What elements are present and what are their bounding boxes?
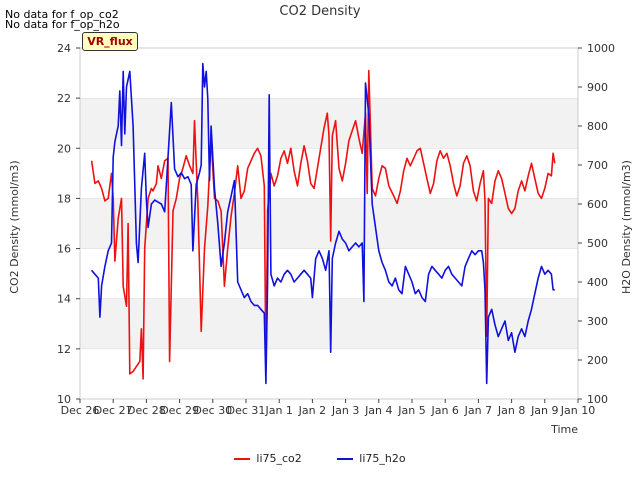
x-tick-label: Dec 31 (227, 404, 266, 417)
x-tick-label: Jan 8 (497, 404, 525, 417)
legend-item-co2: li75_co2 (234, 452, 302, 465)
y-right-tick-label: 900 (587, 81, 608, 94)
y-left-tick-label: 14 (57, 293, 71, 306)
x-tick-label: Dec 30 (193, 404, 232, 417)
y-right-tick-label: 800 (587, 120, 608, 133)
x-tick-label: Dec 27 (94, 404, 133, 417)
y-left-tick-label: 12 (57, 343, 71, 356)
no-data-message-h2o: No data for f_op_h2o (5, 18, 120, 31)
chart-title: CO2 Density (279, 4, 360, 19)
chart-legend: li75_co2 li75_h2o (0, 452, 640, 465)
x-tick-label: Dec 26 (61, 404, 100, 417)
y-right-tick-label: 500 (587, 237, 608, 250)
legend-swatch-h2o (337, 458, 354, 460)
y-right-axis-label: H2O Density (mmol/m3) (620, 160, 633, 294)
no-data-message-co2: No data for f_op_co2 (5, 8, 119, 21)
legend-item-h2o: li75_h2o (337, 452, 406, 465)
vr-flux-annotation: VR_flux (82, 32, 138, 51)
x-tick-label: Jan 3 (331, 404, 359, 417)
x-tick-label: Jan 10 (560, 404, 595, 417)
y-right-axis-ticks: 100 200 300 400 500 600 700 800 900 1000 (578, 42, 615, 406)
y-right-tick-label: 200 (587, 354, 608, 367)
y-left-tick-label: 10 (57, 393, 71, 406)
x-axis-label: Time (550, 423, 578, 436)
series-lines (90, 62, 556, 385)
x-tick-label: Jan 4 (364, 404, 392, 417)
y-left-axis-ticks: 10 12 14 16 18 20 22 24 (57, 42, 80, 406)
y-right-tick-label: 1000 (587, 42, 615, 55)
y-left-axis-label: CO2 Density (mmol/m3) (8, 160, 21, 293)
y-right-tick-label: 700 (587, 159, 608, 172)
legend-label-h2o: li75_h2o (359, 452, 406, 465)
y-right-tick-label: 600 (587, 198, 608, 211)
y-right-tick-label: 100 (587, 393, 608, 406)
y-left-tick-label: 24 (57, 42, 71, 55)
legend-label-co2: li75_co2 (256, 452, 302, 465)
y-left-tick-label: 16 (57, 243, 71, 256)
x-tick-label: Jan 7 (464, 404, 492, 417)
x-tick-label: Jan 9 (530, 404, 558, 417)
series-line-li75_h2o (90, 62, 555, 385)
y-left-tick-label: 18 (57, 192, 71, 205)
y-left-tick-label: 20 (57, 142, 71, 155)
series-line-li75_co2 (90, 69, 556, 380)
x-tick-label: Jan 6 (430, 404, 458, 417)
band-16 (80, 198, 578, 249)
y-right-tick-label: 300 (587, 315, 608, 328)
y-right-tick-label: 400 (587, 276, 608, 289)
x-tick-label: Jan 2 (298, 404, 326, 417)
plot-frame (79, 47, 579, 400)
x-tick-label: Jan 5 (397, 404, 425, 417)
x-tick-label: Jan 1 (264, 404, 292, 417)
y-left-tick-label: 22 (57, 92, 71, 105)
x-tick-label: Dec 29 (160, 404, 199, 417)
x-tick-label: Dec 28 (127, 404, 166, 417)
legend-swatch-co2 (234, 458, 251, 460)
